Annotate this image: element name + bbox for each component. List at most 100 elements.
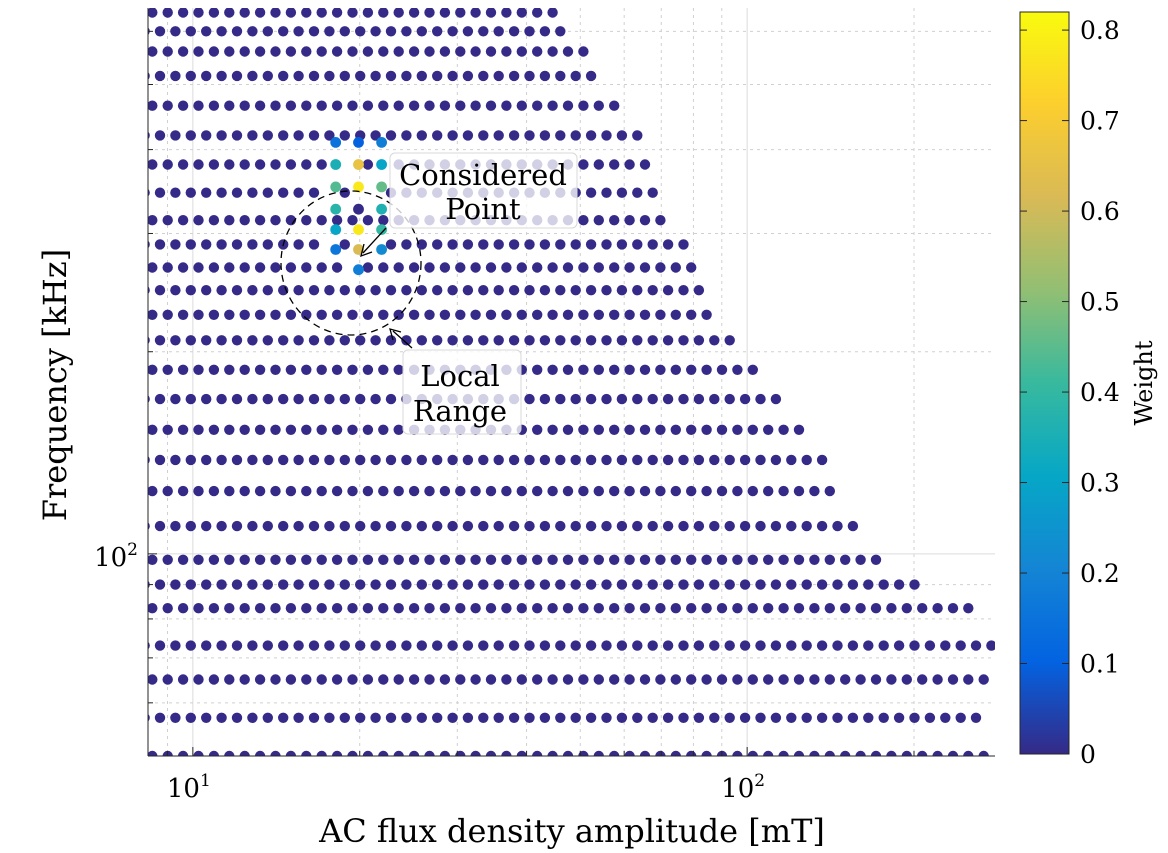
data-point (809, 554, 820, 565)
data-point (370, 520, 381, 532)
data-point (270, 750, 281, 756)
data-point (239, 309, 250, 320)
data-point (316, 485, 327, 497)
data-point (878, 712, 889, 723)
data-point (970, 640, 982, 651)
data-point (185, 520, 196, 532)
data-point (732, 424, 743, 435)
data-point (863, 579, 874, 590)
data-point (778, 485, 789, 497)
data-point (532, 46, 543, 57)
data-point (578, 603, 589, 614)
data-point (655, 750, 666, 756)
data-point (216, 454, 227, 466)
data-point (208, 46, 220, 57)
data-point (593, 309, 604, 320)
data-point (747, 424, 758, 435)
data-point (801, 520, 812, 532)
data-point (148, 750, 158, 756)
data-point (662, 335, 674, 346)
data-point (578, 309, 589, 320)
annotation-considered-point: Considered Point (360, 152, 578, 258)
data-point (208, 159, 220, 170)
data-point (555, 335, 566, 346)
data-point (347, 485, 358, 497)
data-point (347, 215, 358, 226)
data-point (254, 674, 266, 685)
data-point (201, 187, 212, 198)
data-point (347, 554, 358, 565)
data-point (432, 239, 443, 250)
data-point (331, 674, 343, 685)
data-point (193, 674, 204, 685)
data-point (132, 425, 142, 435)
data-point (516, 674, 527, 685)
data-point (585, 70, 597, 82)
data-point (524, 393, 535, 405)
data-point (162, 159, 173, 170)
data-point (401, 520, 412, 532)
data-point (532, 554, 543, 565)
data-point (224, 603, 235, 614)
data-point (616, 335, 628, 346)
data-point (470, 674, 481, 685)
data-point (162, 674, 173, 685)
data-point (447, 640, 458, 651)
data-point (401, 70, 412, 82)
data-point (601, 335, 612, 346)
data-point (493, 640, 504, 651)
annotation-local-range: Local Range (389, 328, 522, 435)
data-point (293, 285, 304, 296)
data-point (447, 579, 458, 590)
data-point (270, 46, 281, 57)
data-point (193, 485, 204, 497)
data-point (316, 674, 327, 685)
data-point (193, 8, 204, 18)
data-point (177, 485, 189, 497)
data-point (778, 554, 789, 565)
data-point (185, 393, 196, 405)
data-point (478, 285, 489, 296)
data-point (224, 100, 235, 111)
data-point (247, 26, 258, 37)
data-point (262, 335, 273, 346)
data-point (177, 603, 189, 614)
data-point (208, 8, 220, 18)
colorbar-tick-label: 0.7 (1080, 107, 1120, 136)
data-point (224, 364, 235, 375)
data-point (362, 424, 374, 435)
data-point (262, 712, 273, 723)
data-point (177, 674, 189, 685)
data-point (316, 424, 327, 435)
data-point (724, 520, 735, 532)
data-point (601, 520, 612, 532)
data-point (670, 364, 681, 375)
data-point (285, 8, 297, 18)
data-point (493, 70, 504, 82)
weighted-point (353, 244, 364, 255)
data-point (439, 485, 451, 497)
data-point (593, 215, 604, 226)
data-point (424, 100, 435, 111)
data-point (624, 750, 635, 756)
data-point (162, 309, 173, 320)
data-point (316, 46, 327, 57)
data-point (501, 603, 512, 614)
data-point (547, 46, 558, 57)
data-point (678, 335, 689, 346)
data-point (539, 70, 551, 82)
data-point (647, 393, 658, 405)
data-point (793, 554, 805, 565)
data-point (231, 70, 243, 82)
data-point (978, 674, 989, 685)
data-point (786, 454, 797, 466)
data-point (308, 239, 320, 250)
data-point (216, 393, 227, 405)
data-point (639, 424, 651, 435)
data-point (447, 712, 458, 723)
data-point (547, 674, 558, 685)
data-point (408, 674, 420, 685)
data-point (262, 187, 273, 198)
data-point (508, 239, 520, 250)
data-point (177, 750, 189, 756)
